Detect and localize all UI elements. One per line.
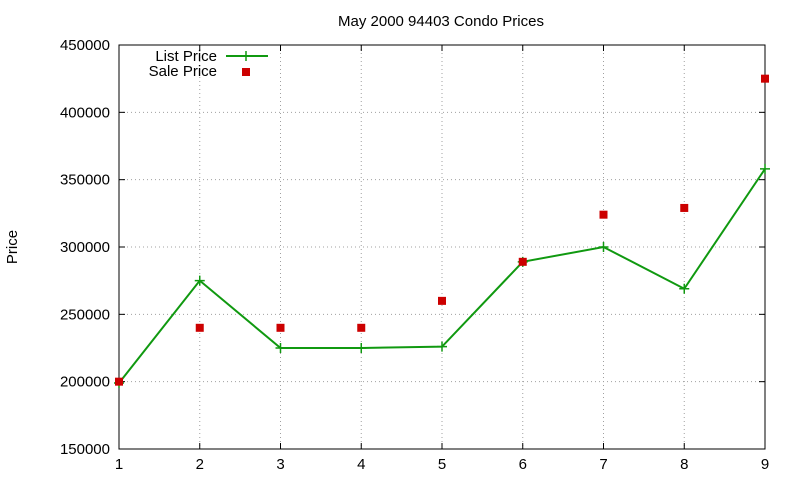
- data-point: [518, 257, 527, 266]
- x-tick-label: 7: [599, 456, 607, 473]
- y-tick-label: 350000: [60, 172, 110, 189]
- data-point: [437, 341, 447, 352]
- x-tick-label: 8: [680, 456, 688, 473]
- data-point: [599, 210, 608, 219]
- data-point: [356, 343, 367, 353]
- data-point: [194, 275, 205, 286]
- data-point: [438, 296, 446, 305]
- y-tick-label: 450000: [60, 37, 110, 54]
- y-axis-label: Price: [4, 230, 21, 264]
- data-point: [357, 323, 366, 332]
- legend-label-list-price: List Price: [155, 48, 217, 65]
- data-point: [761, 74, 769, 83]
- legend-label-sale-price: Sale Price: [149, 63, 217, 80]
- series-layer: [114, 74, 770, 389]
- y-tick-label: 200000: [60, 374, 110, 391]
- chart-title: May 2000 94403 Condo Prices: [338, 13, 544, 30]
- series-sale-price: [115, 74, 769, 386]
- data-point: [115, 377, 123, 386]
- x-tick-label: 6: [519, 456, 527, 473]
- data-point: [679, 283, 690, 294]
- x-tick-label: 5: [438, 456, 446, 473]
- y-tick-label: 400000: [60, 104, 110, 121]
- data-point: [680, 203, 689, 212]
- y-tick-labels: 150000 200000 250000 300000 350000 400000 4500…: [60, 37, 110, 458]
- gridlines: [119, 45, 765, 449]
- x-tick-label: 1: [115, 456, 123, 473]
- data-point: [276, 323, 285, 332]
- legend-marker-list-price: [241, 51, 251, 61]
- y-tick-label: 300000: [60, 239, 110, 256]
- data-point: [195, 323, 204, 332]
- x-tick-label: 2: [196, 456, 204, 473]
- x-tick-label: 9: [761, 456, 769, 473]
- legend-marker-sale-price: [242, 68, 250, 76]
- x-tick-label: 4: [357, 456, 365, 473]
- legend: List Price Sale Price: [149, 48, 268, 80]
- y-tick-label: 150000: [60, 441, 110, 458]
- data-point: [760, 163, 770, 174]
- data-point: [598, 242, 609, 252]
- x-tick-label: 3: [276, 456, 284, 473]
- y-tick-label: 250000: [60, 306, 110, 323]
- axis-ticks: [118, 44, 766, 450]
- data-point: [275, 343, 286, 353]
- x-tick-labels: 1 2 3 4 5 6 7 8 9: [115, 456, 769, 473]
